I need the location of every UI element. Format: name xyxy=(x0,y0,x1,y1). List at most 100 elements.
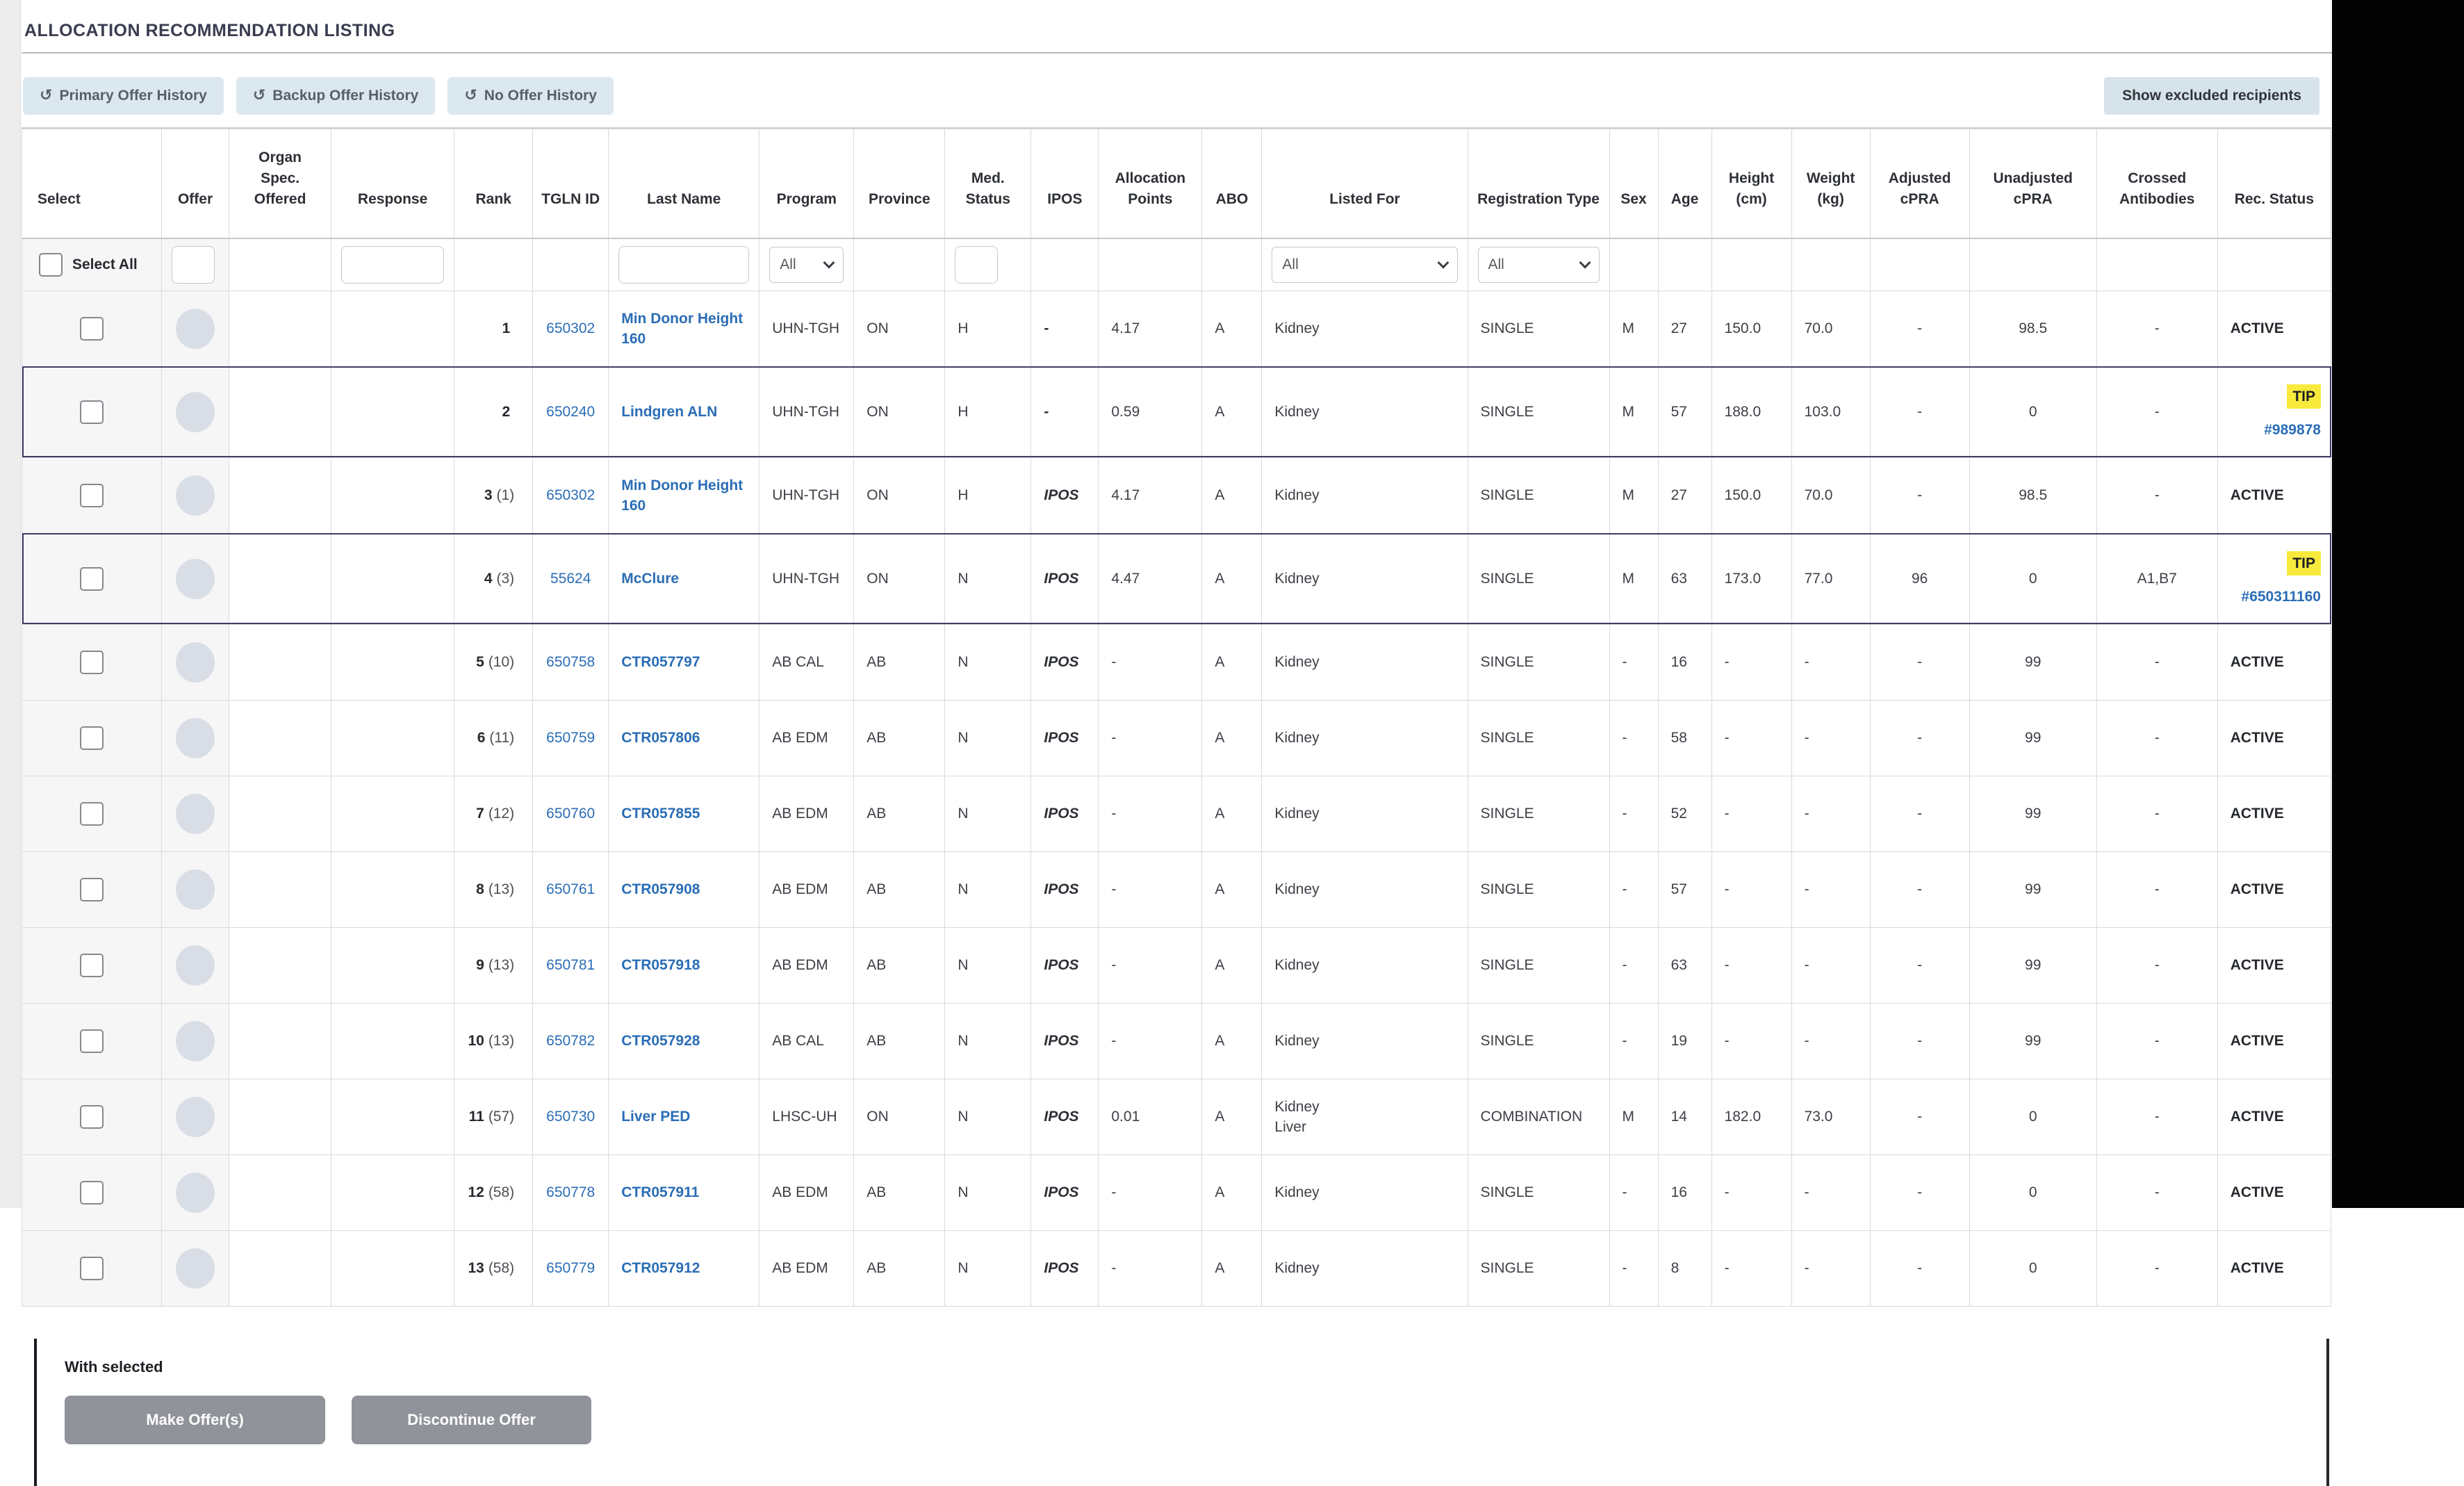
row-offer-cell xyxy=(161,291,230,367)
tgln-id-link[interactable]: 650761 xyxy=(546,881,596,897)
row-checkbox[interactable] xyxy=(80,566,104,591)
tgln-id-link[interactable]: 55624 xyxy=(550,571,591,587)
tgln-id-link[interactable]: 650782 xyxy=(546,1033,596,1049)
row-offer-cell xyxy=(161,700,230,776)
rec-status-cell: ACTIVE xyxy=(2217,1079,2332,1155)
allocation-points-cell: 0.59 xyxy=(1098,366,1203,458)
col-header-offer: Offer xyxy=(161,128,230,239)
discontinue-offer-button[interactable]: Discontinue Offer xyxy=(352,1395,591,1444)
last-name-link[interactable]: CTR057855 xyxy=(621,806,700,822)
last-name-link[interactable]: McClure xyxy=(621,571,680,587)
row-select-cell xyxy=(22,291,163,367)
adjusted-cpra-cell: - xyxy=(1870,851,1970,928)
tgln-id-link[interactable]: 650778 xyxy=(546,1184,596,1200)
adjusted-cpra-cell: - xyxy=(1870,291,1970,367)
med-status-filter-input[interactable] xyxy=(955,245,999,284)
response-filter-input[interactable] xyxy=(341,245,445,284)
col-header-weight: Weight (kg) xyxy=(1791,128,1871,239)
response-cell xyxy=(331,366,455,458)
row-checkbox[interactable] xyxy=(80,1180,104,1205)
last-name-filter-input[interactable] xyxy=(618,245,750,284)
height-cell: - xyxy=(1711,776,1792,852)
tgln-id-cell: 650240 xyxy=(532,366,609,458)
table-row: 8 (13) 650761 CTR057908 AB EDM AB N IPOS … xyxy=(22,851,2332,928)
allocation-points-cell: - xyxy=(1098,700,1203,776)
tgln-id-link[interactable]: 650302 xyxy=(546,320,596,336)
listed-for-cell: Kidney xyxy=(1261,700,1468,776)
backup-offer-history-button[interactable]: ↺ Backup Offer History xyxy=(236,77,436,115)
abo-cell: A xyxy=(1201,291,1263,367)
tip-link[interactable]: #989878 xyxy=(2264,421,2321,438)
response-cell xyxy=(331,927,455,1004)
province-cell: ON xyxy=(853,366,946,458)
show-excluded-recipients-button[interactable]: Show excluded recipients xyxy=(2104,77,2319,115)
province-cell: ON xyxy=(853,457,946,534)
age-cell: 58 xyxy=(1658,700,1712,776)
row-offer-cell xyxy=(161,1079,230,1155)
last-name-link[interactable]: Min Donor Height 160 xyxy=(621,310,744,347)
response-cell xyxy=(331,624,455,701)
last-name-link[interactable]: Min Donor Height 160 xyxy=(621,477,744,514)
listed-for-filter-cell: All xyxy=(1261,238,1468,291)
select-all-checkbox[interactable] xyxy=(39,252,63,277)
row-checkbox[interactable] xyxy=(80,953,104,977)
tgln-id-link[interactable]: 650240 xyxy=(546,404,596,420)
row-checkbox[interactable] xyxy=(80,483,104,507)
tgln-id-link[interactable]: 650758 xyxy=(546,654,596,670)
status-active-label: ACTIVE xyxy=(2230,1109,2284,1125)
weight-cell: - xyxy=(1791,1230,1871,1307)
tgln-id-link[interactable]: 650781 xyxy=(546,957,596,973)
col-header-age: Age xyxy=(1658,128,1712,239)
row-checkbox[interactable] xyxy=(80,650,104,674)
allocation-points-cell: - xyxy=(1098,851,1203,928)
adjusted-cpra-cell: - xyxy=(1870,1079,1970,1155)
rank-cell: 13 (58) xyxy=(454,1230,534,1307)
make-offers-button[interactable]: Make Offer(s) xyxy=(65,1395,325,1444)
unadjusted-cpra-cell: 99 xyxy=(1969,1003,2097,1079)
row-offer-cell xyxy=(161,366,230,458)
last-name-link[interactable]: CTR057928 xyxy=(621,1033,700,1049)
allocation-points-cell: - xyxy=(1098,927,1203,1004)
tgln-id-link[interactable]: 650730 xyxy=(546,1109,596,1125)
row-checkbox[interactable] xyxy=(80,316,104,341)
tgln-id-cell: 650759 xyxy=(532,700,609,776)
row-checkbox[interactable] xyxy=(80,400,104,424)
offer-filter-input[interactable] xyxy=(172,245,215,284)
ipos-cell: - xyxy=(1030,366,1099,458)
rank-cell: 10 (13) xyxy=(454,1003,534,1079)
row-checkbox[interactable] xyxy=(80,801,104,826)
row-checkbox[interactable] xyxy=(80,726,104,750)
program-filter-select[interactable]: All xyxy=(769,246,844,283)
last-name-link[interactable]: CTR057908 xyxy=(621,881,700,897)
last-name-link[interactable]: Liver PED xyxy=(621,1109,691,1125)
tgln-id-link[interactable]: 650759 xyxy=(546,730,596,746)
row-checkbox[interactable] xyxy=(80,1256,104,1280)
last-name-link[interactable]: Lindgren ALN xyxy=(621,404,718,420)
tgln-id-link[interactable]: 650760 xyxy=(546,806,596,822)
last-name-link[interactable]: CTR057911 xyxy=(621,1184,700,1200)
row-select-cell xyxy=(22,851,163,928)
row-checkbox[interactable] xyxy=(80,877,104,901)
rank-cell: 9 (13) xyxy=(454,927,534,1004)
last-name-link[interactable]: CTR057918 xyxy=(621,957,700,973)
registration-type-filter-select[interactable]: All xyxy=(1477,246,1600,283)
row-checkbox[interactable] xyxy=(80,1029,104,1053)
table-row: 9 (13) 650781 CTR057918 AB EDM AB N IPOS … xyxy=(22,927,2332,1004)
status-tip: TIP #989878 xyxy=(2231,384,2321,440)
tgln-id-link[interactable]: 650302 xyxy=(546,487,596,503)
height-cell: - xyxy=(1711,700,1792,776)
tip-link[interactable]: #650311160 xyxy=(2241,588,2321,605)
row-select-cell xyxy=(22,366,163,458)
last-name-link[interactable]: CTR057806 xyxy=(621,730,700,746)
last-name-link[interactable]: CTR057797 xyxy=(621,654,700,670)
abo-cell: A xyxy=(1201,457,1263,534)
row-checkbox[interactable] xyxy=(80,1104,104,1129)
adjusted-cpra-cell: - xyxy=(1870,457,1970,534)
last-name-link[interactable]: CTR057912 xyxy=(621,1260,700,1276)
allocation-points-cell: - xyxy=(1098,624,1203,701)
tip-badge: TIP xyxy=(2287,384,2321,409)
no-offer-history-button[interactable]: ↺ No Offer History xyxy=(447,77,614,115)
tgln-id-link[interactable]: 650779 xyxy=(546,1260,596,1276)
listed-for-filter-select[interactable]: All xyxy=(1272,246,1458,283)
primary-offer-history-button[interactable]: ↺ Primary Offer History xyxy=(23,77,224,115)
